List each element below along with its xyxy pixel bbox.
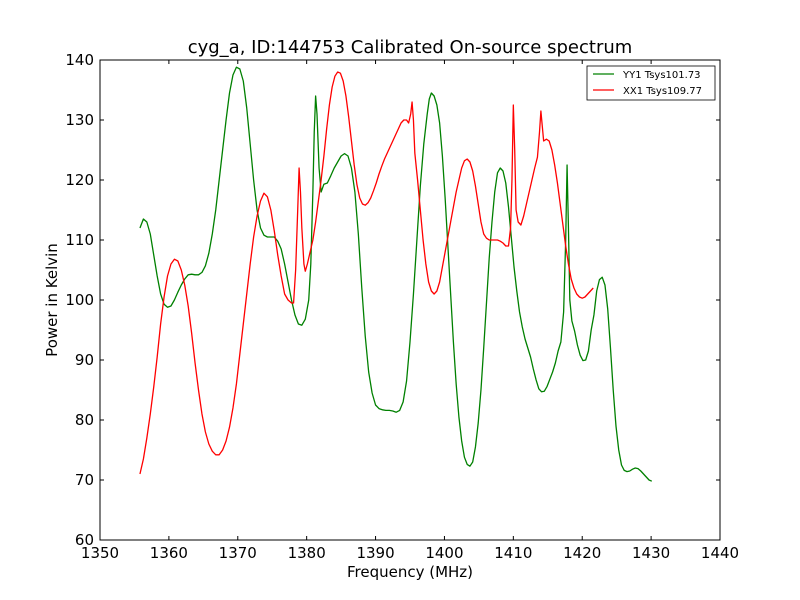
legend-label-yy1: YY1 Tsys101.73 bbox=[622, 70, 701, 81]
x-tick-label: 1440 bbox=[701, 544, 739, 562]
y-tick-label: 120 bbox=[65, 171, 94, 189]
x-axis-label: Frequency (MHz) bbox=[347, 563, 473, 581]
y-tick-label: 130 bbox=[65, 111, 94, 129]
plot-area: 1350 1360 1370 1380 1390 1400 1410 1420 1430 1440… bbox=[65, 51, 739, 562]
legend: YY1 Tsys101.73 XX1 Tsys109.77 bbox=[586, 65, 716, 101]
series-line-xx1 bbox=[139, 71, 594, 475]
x-tick-label: 1390 bbox=[356, 544, 394, 562]
y-tick-label: 140 bbox=[65, 51, 94, 69]
legend-label-xx1: XX1 Tsys109.77 bbox=[623, 86, 702, 97]
x-tick-label: 1380 bbox=[288, 544, 326, 562]
series-layer bbox=[139, 66, 653, 482]
x-tick-label: 1360 bbox=[150, 544, 188, 562]
x-tick-label: 1420 bbox=[563, 544, 601, 562]
x-tick-label: 1410 bbox=[494, 544, 532, 562]
x-tick-label: 1430 bbox=[632, 544, 670, 562]
chart-title: cyg_a, ID:144753 Calibrated On-source sp… bbox=[188, 37, 633, 58]
x-axis: 1350 1360 1370 1380 1390 1400 1410 1420 1430 1440 bbox=[81, 60, 739, 562]
y-tick-label: 100 bbox=[65, 291, 94, 309]
y-tick-label: 70 bbox=[75, 471, 94, 489]
y-axis-label: Power in Kelvin bbox=[43, 243, 61, 357]
y-tick-label: 60 bbox=[75, 531, 94, 549]
x-tick-label: 1350 bbox=[81, 544, 119, 562]
y-tick-label: 90 bbox=[75, 351, 94, 369]
y-tick-label: 110 bbox=[65, 231, 94, 249]
series-line-yy1 bbox=[139, 66, 653, 482]
legend-box bbox=[586, 65, 716, 101]
y-axis: 60 70 80 90 100 110 120 130 140 bbox=[65, 51, 720, 549]
x-tick-label: 1370 bbox=[219, 544, 257, 562]
y-tick-label: 80 bbox=[75, 411, 94, 429]
x-tick-label: 1400 bbox=[425, 544, 463, 562]
